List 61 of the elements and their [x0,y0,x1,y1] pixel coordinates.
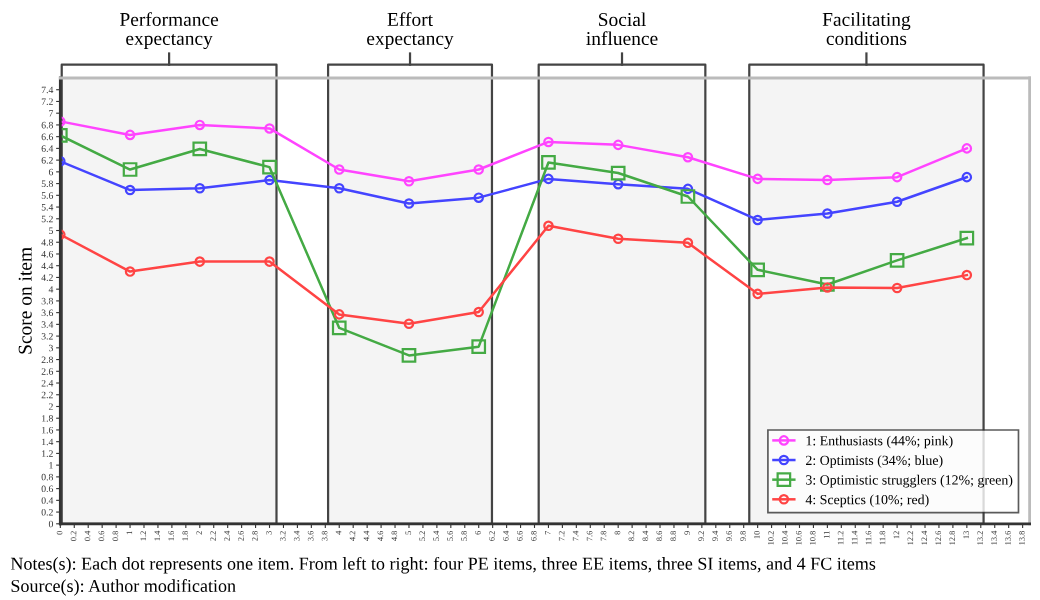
point [752,288,763,300]
point [682,183,694,195]
line-series [60,156,973,226]
point [541,155,556,170]
point [959,230,975,246]
point [752,173,763,185]
point [543,173,554,185]
point [124,266,136,277]
line-series [60,116,973,187]
point [822,282,833,293]
point [961,143,973,154]
point [891,196,903,208]
point [961,269,973,281]
point [682,151,694,163]
point [122,162,138,177]
point [961,171,973,183]
point [889,253,905,268]
point [750,262,765,278]
point [612,233,624,244]
point [333,183,345,194]
point [822,208,833,219]
point [403,175,415,187]
point [471,339,487,355]
point [264,174,275,186]
point [262,159,277,175]
band-label: Facilitating conditions [822,12,911,46]
point [682,237,694,249]
point [612,139,624,151]
band-label: Performance expectancy [120,12,219,50]
point [124,129,136,141]
point [264,123,275,134]
band-label: Social influence [586,12,658,46]
point [264,256,275,267]
point [473,192,484,203]
point [680,189,696,204]
point [543,136,554,148]
point [403,198,415,209]
point [473,306,484,318]
point [473,164,484,175]
source-note: Source(s): Author modification [11,579,236,596]
point [192,141,208,157]
y-axis-title: Score on item [18,247,32,354]
point [610,165,626,181]
point [822,174,833,186]
point [331,320,347,336]
text: Notes(s): Each dot represents one item. From left to right: four PE items, three EE items, three SI items, and 4 FC items [10,556,876,574]
line-series [60,220,973,330]
point [403,318,415,330]
point [333,164,345,175]
point [194,183,206,194]
point [194,256,206,267]
point [543,220,554,232]
point [820,277,835,292]
point [401,348,417,363]
band-label: Effort expectancy [367,12,454,50]
point [891,171,903,183]
point [333,309,345,320]
point [194,119,206,131]
point [891,282,903,294]
point [752,214,763,226]
point [124,184,136,196]
